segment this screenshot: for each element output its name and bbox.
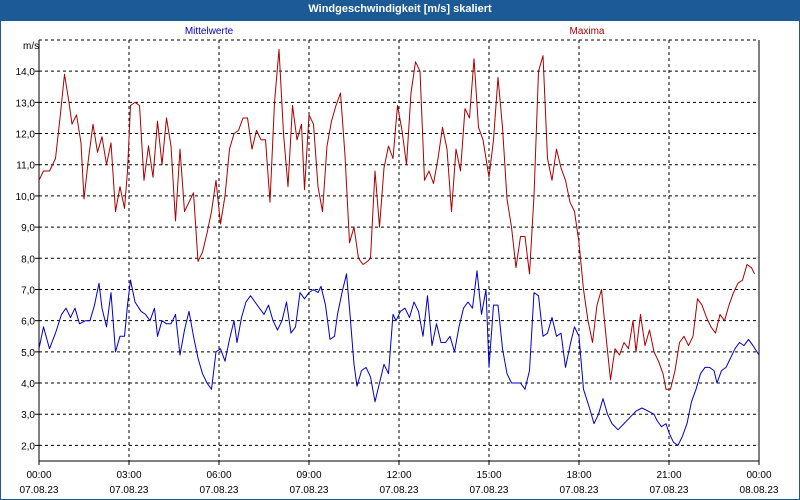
x-tick-time-label: 00:00 bbox=[26, 470, 51, 481]
x-tick-date-label: 07.08.23 bbox=[470, 485, 509, 496]
x-tick-time-label: 09:00 bbox=[296, 470, 321, 481]
y-tick-labels: 2,0 3,0 4,0 5,0 6,0 7,0 8,0 9,0 10,0 11,0 12,0 13,0… bbox=[16, 67, 36, 452]
x-tick-date-label: 07.08.23 bbox=[200, 485, 239, 496]
y-tick-label: 9,0 bbox=[21, 223, 35, 234]
y-tick-label: 13,0 bbox=[16, 98, 36, 109]
x-tick-time-label: 18:00 bbox=[566, 470, 591, 481]
x-tick-date-label: 08.08.23 bbox=[740, 485, 779, 496]
y-tick-label: 7,0 bbox=[21, 285, 35, 296]
y-axis-unit-label: m/s bbox=[23, 41, 39, 52]
y-tick-label: 11,0 bbox=[16, 161, 35, 172]
legend-mittelwerte: Mittelwerte bbox=[185, 26, 234, 37]
x-tick-time-label: 12:00 bbox=[386, 470, 411, 481]
y-tick-label: 3,0 bbox=[21, 410, 35, 421]
x-tick-time-label: 06:00 bbox=[206, 470, 231, 481]
x-tick-date-label: 07.08.23 bbox=[110, 485, 149, 496]
series-maxima-line bbox=[38, 48, 755, 390]
x-tick-date-label: 07.08.23 bbox=[560, 485, 599, 496]
x-tick-time-label: 21:00 bbox=[656, 470, 681, 481]
y-tick-label: 2,0 bbox=[21, 441, 35, 452]
x-tick-time-label: 03:00 bbox=[116, 470, 141, 481]
chart-title: Windgeschwindigkeit [m/s] skaliert bbox=[0, 0, 800, 20]
series-mittelwerte-line bbox=[38, 270, 760, 446]
y-tick-label: 4,0 bbox=[21, 379, 35, 390]
x-tick-date-label: 07.08.23 bbox=[650, 485, 689, 496]
y-tick-label: 12,0 bbox=[16, 130, 36, 141]
y-tick-label: 14,0 bbox=[16, 67, 36, 78]
series-lines bbox=[38, 48, 760, 446]
y-tick-label: 10,0 bbox=[16, 192, 36, 203]
x-tick-time-label: 15:00 bbox=[476, 470, 501, 481]
axes bbox=[35, 39, 760, 465]
x-tick-labels: 00:00 07.08.23 03:00 07.08.23 06:00 07.08.23 0… bbox=[20, 470, 779, 496]
legend-maxima: Maxima bbox=[569, 26, 604, 37]
x-tick-time-label: 00:00 bbox=[746, 470, 771, 481]
x-tick-date-label: 07.08.23 bbox=[380, 485, 419, 496]
y-tick-label: 5,0 bbox=[21, 348, 35, 359]
y-tick-label: 6,0 bbox=[21, 317, 35, 328]
y-tick-label: 8,0 bbox=[21, 254, 35, 265]
grid-lines bbox=[39, 40, 759, 461]
x-tick-date-label: 07.08.23 bbox=[20, 485, 59, 496]
x-tick-date-label: 07.08.23 bbox=[290, 485, 329, 496]
